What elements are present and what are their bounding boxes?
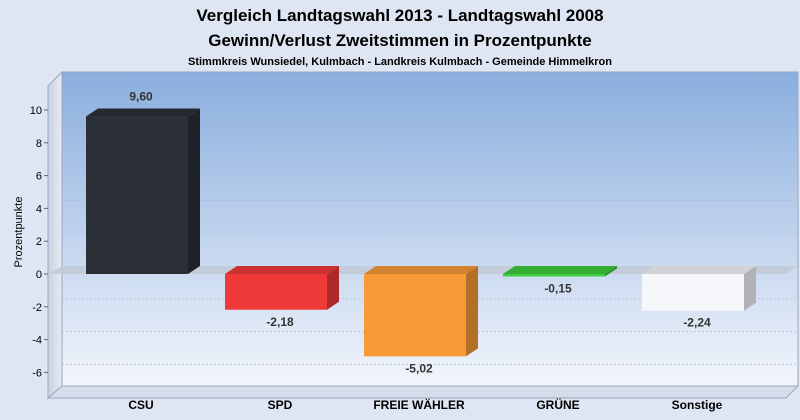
value-label: 9,60 [129, 90, 153, 104]
bar-front [642, 274, 744, 311]
y-tick-label: 4 [36, 203, 42, 215]
bar-sonstige [642, 266, 756, 311]
plot-floor [46, 385, 800, 399]
bar-freie-w-hler [364, 266, 478, 357]
y-axis-label: Prozentpunkte [13, 197, 25, 268]
y-tick-label: -6 [32, 367, 42, 379]
chart-subtitle-region: Stimmkreis Wunsiedel, Kulmbach - Landkre… [188, 56, 612, 68]
value-label: -0,15 [544, 281, 572, 295]
value-labels: 9,60 -2,18 -5,02 -0,15 -2,24 [129, 90, 711, 376]
y-tick-label: 0 [36, 269, 42, 281]
bar-side [605, 266, 617, 277]
bar-side [744, 266, 756, 311]
y-tick-label: 6 [36, 171, 42, 183]
bar-side [188, 108, 200, 274]
category-label: GRÜNE [536, 397, 579, 412]
bar-csu [86, 108, 200, 274]
bars [86, 108, 756, 357]
category-label: FREIE WÄHLER [373, 397, 465, 412]
category-label: Sonstige [672, 398, 723, 412]
bar-top [503, 266, 617, 274]
bar-gr-ne [503, 266, 617, 277]
bar-side [466, 266, 478, 357]
value-label: -2,24 [683, 316, 711, 330]
bar-side [327, 266, 339, 310]
bar-front [225, 274, 327, 310]
category-label: CSU [128, 398, 153, 412]
chart-title: Vergleich Landtagswahl 2013 - Landtagswa… [196, 6, 603, 25]
bar-front [86, 116, 188, 274]
category-labels: CSU SPD FREIE WÄHLER GRÜNE Sonstige [128, 397, 722, 412]
y-tick-label: 8 [36, 138, 42, 150]
y-tick-label: 2 [36, 236, 42, 248]
bar-top [225, 266, 339, 274]
y-tick-label: -4 [32, 335, 42, 347]
category-label: SPD [268, 398, 293, 412]
bar-front [503, 274, 605, 277]
chart-subtitle: Gewinn/Verlust Zweitstimmen in Prozentpu… [208, 31, 592, 50]
bar-spd [225, 266, 339, 310]
bar-top [642, 266, 756, 274]
value-label: -5,02 [405, 361, 433, 375]
y-tick-label: -2 [32, 302, 42, 314]
bar-top [364, 266, 478, 274]
bar-top [86, 108, 200, 117]
bar-front [364, 274, 466, 357]
y-tick-label: 10 [30, 105, 42, 117]
value-label: -2,18 [266, 315, 294, 329]
y-axis-ticks: 10 8 6 4 2 0 -2 -4 -6 [30, 105, 48, 379]
plot-side-wall [47, 70, 63, 400]
